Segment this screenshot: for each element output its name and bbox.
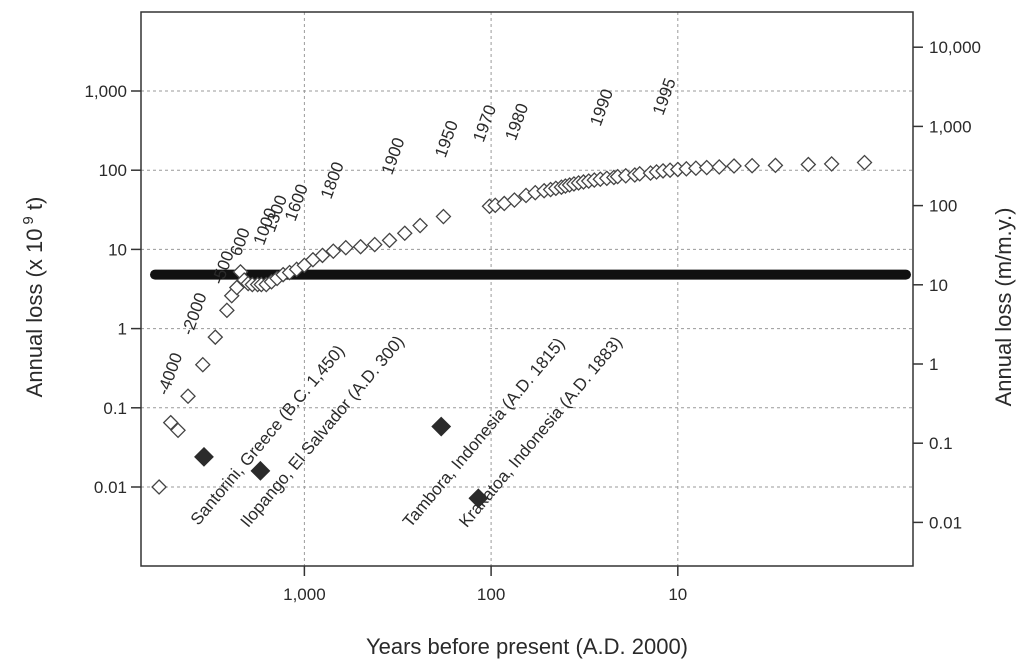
open-diamond-point (207, 329, 224, 346)
year-label: 1970 (469, 102, 500, 144)
y-right-tick-label: 0.1 (929, 434, 953, 453)
open-diamond-point (366, 236, 383, 253)
y-left-tick-label: 1,000 (84, 82, 127, 101)
open-diamond-point (194, 356, 211, 373)
x-tick-label: 100 (477, 585, 505, 604)
y-left-tick-label: 100 (99, 161, 127, 180)
open-diamond-point (314, 247, 331, 264)
open-diamond-point (744, 157, 761, 174)
open-diamond-point (412, 217, 429, 234)
open-diamond-point (396, 225, 413, 242)
open-diamond-point (698, 159, 715, 176)
x-tick-label: 10 (668, 585, 687, 604)
y-right-tick-label: 10,000 (929, 38, 981, 57)
grid-lines (141, 12, 913, 566)
filled-diamond-point (431, 416, 452, 437)
y-right-tick-label: 0.01 (929, 513, 962, 532)
open-diamond-point (180, 388, 196, 405)
year-label: -2000 (178, 290, 211, 337)
y-axis-title-right: Annual loss (m/m.y.) (991, 208, 1016, 407)
open-diamond-point (352, 238, 369, 255)
open-diamond-point (856, 154, 873, 171)
y-axis-title-left-suffix: t) (22, 197, 47, 217)
plot-frame (140, 11, 914, 567)
open-diamond-point (435, 208, 452, 225)
open-diamond-point (151, 479, 168, 495)
open-diamond-point (170, 422, 186, 439)
open-diamond-point (823, 156, 840, 172)
year-label: -4000 (154, 350, 187, 397)
y-right-tick-label: 1,000 (929, 117, 972, 136)
open-diamond-point (337, 239, 354, 256)
open-diamond-point (726, 158, 742, 174)
open-diamond-point (325, 243, 342, 260)
open-diamond-point (767, 157, 784, 174)
axis-ticks: 0.01 0.1 1 10 100 1,000 0.01 0.1 1 10 100 1,000 10,0… (84, 38, 981, 604)
y-left-tick-label: 10 (108, 240, 127, 259)
x-tick-label: 1,000 (283, 585, 326, 604)
year-label: 1800 (317, 159, 348, 201)
open-diamond-point (506, 192, 523, 208)
year-label: 1995 (649, 76, 680, 118)
y-left-tick-label: 0.1 (103, 399, 127, 418)
filled-diamond-point (250, 460, 271, 481)
y-axis-title-left-superscript: 9 (20, 216, 37, 224)
open-diamond-point (800, 156, 817, 173)
y-left-tick-label: 1 (118, 320, 127, 339)
open-diamond-point (711, 159, 728, 175)
filled-diamond-point (194, 446, 214, 467)
open-diamond-point (218, 302, 235, 319)
y-right-tick-label: 10 (929, 276, 948, 295)
y-right-tick-label: 1 (929, 355, 938, 374)
x-axis-title: Years before present (A.D. 2000) (366, 634, 688, 659)
year-label: 1950 (431, 118, 462, 160)
y-axis-title-left-main: Annual loss (x 10 (22, 229, 47, 398)
year-label: 1600 (281, 182, 312, 224)
data-points (151, 154, 873, 509)
year-label: 1980 (501, 101, 532, 143)
open-diamond-point (162, 414, 179, 431)
year-label: 1990 (586, 86, 617, 128)
open-diamond-point (381, 232, 398, 249)
year-label: 1900 (378, 135, 409, 177)
y-axis-title-left: Annual loss (x 10 9 t) (20, 197, 47, 398)
y-right-tick-label: 100 (929, 197, 957, 216)
y-left-tick-label: 0.01 (94, 478, 127, 497)
filled-diamond-point (468, 488, 489, 509)
